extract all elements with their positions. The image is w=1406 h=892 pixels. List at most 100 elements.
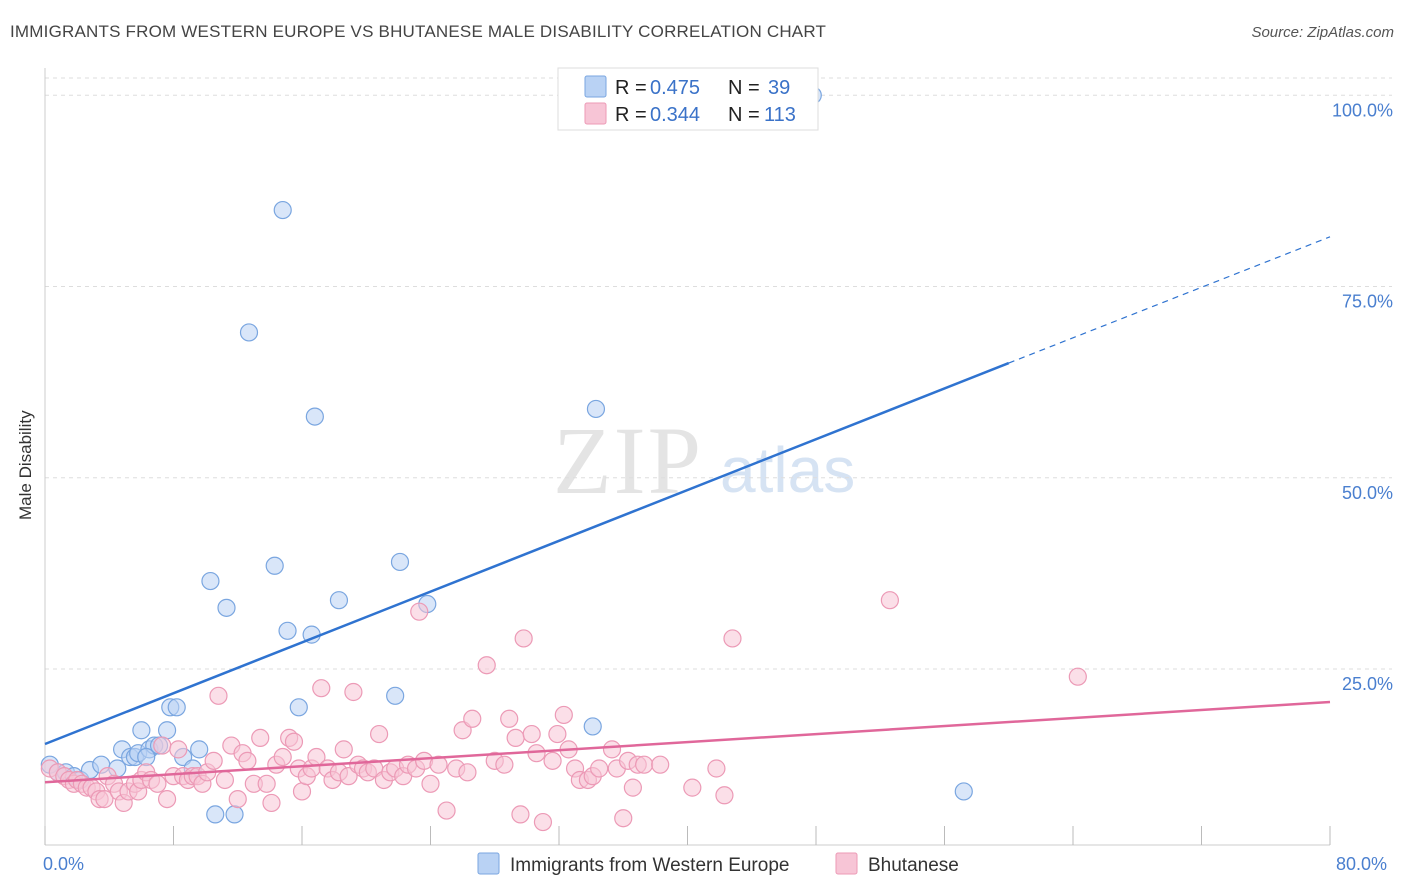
watermark-atlas: atlas: [720, 434, 855, 506]
point-bhutanese: [602, 740, 622, 759]
point-bhutanese: [284, 732, 304, 751]
point-western-europe: [305, 407, 324, 426]
point-bhutanese: [421, 774, 440, 793]
point-bhutanese: [458, 763, 477, 782]
legend-n-value-pink: 113: [764, 104, 796, 126]
point-bhutanese: [344, 682, 363, 702]
point-bhutanese: [614, 809, 633, 828]
chart-title: IMMIGRANTS FROM WESTERN EUROPE VS BHUTAN…: [10, 22, 827, 41]
point-bhutanese: [312, 679, 331, 698]
point-bhutanese: [262, 793, 281, 813]
point-bhutanese: [148, 774, 167, 793]
y-tick-label: 25.0%: [1342, 674, 1393, 694]
point-bhutanese: [514, 629, 533, 648]
series-legend-label-blue: Immigrants from Western Europe: [510, 855, 789, 876]
y-tick-label: 100.0%: [1332, 100, 1393, 120]
point-western-europe: [206, 805, 225, 824]
point-bhutanese: [228, 789, 247, 809]
point-western-europe: [583, 717, 602, 736]
point-western-europe: [167, 698, 186, 717]
y-tick-label: 75.0%: [1342, 292, 1393, 312]
point-western-europe: [132, 721, 151, 740]
point-bhutanese: [506, 728, 525, 748]
stats-legend: R = 0.475 N = 39 R = 0.344 N = 113: [557, 67, 819, 131]
point-western-europe: [586, 399, 606, 419]
point-bhutanese: [437, 801, 456, 820]
legend-n-label-pink: N =: [728, 104, 760, 126]
point-western-europe: [329, 591, 349, 610]
point-bhutanese: [635, 755, 654, 774]
point-bhutanese: [500, 709, 519, 728]
point-bhutanese: [511, 805, 530, 824]
point-bhutanese: [370, 724, 389, 744]
series-legend-label-pink: Bhutanese: [868, 855, 959, 876]
point-bhutanese: [527, 744, 546, 763]
point-bhutanese: [723, 629, 742, 648]
point-bhutanese: [495, 755, 514, 774]
point-bhutanese: [554, 705, 573, 725]
point-western-europe: [390, 552, 410, 572]
trend-line-western-europe-projection: [1008, 236, 1331, 364]
point-bhutanese: [548, 724, 567, 744]
legend-r-value-pink: 0.344: [650, 104, 700, 126]
point-bhutanese: [543, 751, 562, 770]
point-bhutanese: [683, 778, 702, 797]
trend-lines: [44, 236, 1331, 784]
point-bhutanese: [623, 778, 642, 797]
point-bhutanese: [590, 759, 609, 778]
legend-r-value-blue: 0.475: [650, 77, 700, 99]
x-tick-label-max: 80.0%: [1336, 854, 1387, 874]
point-bhutanese: [715, 786, 734, 805]
point-bhutanese: [215, 770, 234, 790]
point-bhutanese: [95, 789, 114, 809]
x-ticks: [44, 826, 1331, 845]
y-tick-label: 50.0%: [1342, 483, 1393, 503]
series-legend-swatch-blue: [477, 852, 500, 875]
grid-lines: [45, 77, 1392, 670]
point-bhutanese: [533, 812, 553, 832]
trend-line-bhutanese: [44, 700, 1331, 784]
source-credit: Source: ZipAtlas.com: [1251, 24, 1394, 41]
point-bhutanese: [463, 709, 482, 728]
point-bhutanese: [429, 755, 448, 774]
legend-n-label-blue: N =: [728, 77, 760, 99]
point-bhutanese: [257, 774, 276, 793]
legend-r-label-blue: R =: [615, 77, 647, 99]
legend-swatch-blue: [584, 75, 607, 98]
point-bhutanese: [153, 736, 172, 755]
legend-n-value-blue: 39: [768, 77, 790, 99]
legend-swatch-pink: [584, 102, 607, 125]
point-western-europe: [217, 598, 236, 617]
point-western-europe: [201, 571, 220, 591]
point-bhutanese: [169, 740, 188, 759]
point-bhutanese: [880, 591, 899, 610]
point-western-europe: [190, 740, 209, 759]
point-bhutanese: [707, 759, 726, 778]
point-western-europe: [954, 782, 973, 801]
point-bhutanese: [292, 782, 312, 801]
watermark-zip: ZIP: [553, 407, 703, 514]
point-western-europe: [278, 621, 297, 640]
point-western-europe: [265, 556, 284, 575]
point-bhutanese: [273, 747, 292, 767]
point-bhutanese: [522, 724, 541, 744]
y-tick-labels: 25.0% 50.0% 75.0% 100.0%: [1332, 100, 1393, 694]
point-western-europe: [239, 323, 259, 342]
legend-r-label-pink: R =: [615, 104, 647, 126]
x-tick-label-min: 0.0%: [43, 854, 84, 874]
trend-line-western-europe: [44, 361, 1010, 746]
point-bhutanese: [251, 728, 270, 748]
point-western-europe: [386, 686, 405, 705]
series-legend: Immigrants from Western Europe Bhutanese: [477, 852, 959, 876]
point-western-europe: [225, 805, 244, 824]
point-bhutanese: [209, 686, 228, 705]
point-western-europe: [157, 721, 177, 740]
series-legend-swatch-pink: [835, 852, 858, 875]
point-bhutanese: [204, 751, 223, 770]
point-bhutanese: [1068, 667, 1087, 686]
point-bhutanese: [157, 789, 177, 809]
point-bhutanese: [410, 602, 429, 621]
point-bhutanese: [477, 656, 496, 675]
point-western-europe: [289, 698, 308, 717]
